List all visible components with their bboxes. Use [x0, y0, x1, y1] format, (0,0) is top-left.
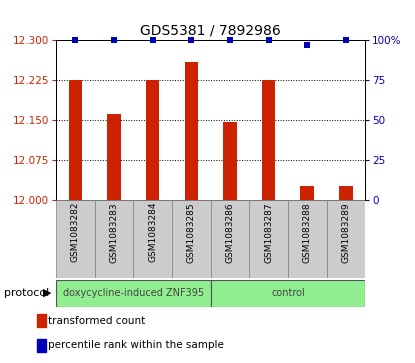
Text: GSM1083288: GSM1083288 — [303, 202, 312, 262]
Text: doxycycline-induced ZNF395: doxycycline-induced ZNF395 — [63, 288, 204, 298]
Bar — [146, 80, 159, 200]
Bar — [249, 200, 288, 278]
Text: GSM1083282: GSM1083282 — [71, 202, 80, 262]
Bar — [262, 80, 275, 200]
Bar — [210, 200, 249, 278]
Text: transformed count: transformed count — [47, 316, 145, 326]
Bar — [300, 186, 314, 200]
Bar — [339, 186, 353, 200]
Bar — [95, 200, 133, 278]
Text: GSM1083284: GSM1083284 — [148, 202, 157, 262]
Bar — [56, 280, 210, 307]
Title: GDS5381 / 7892986: GDS5381 / 7892986 — [140, 23, 281, 37]
Bar — [107, 114, 121, 200]
Bar — [37, 339, 46, 352]
Text: control: control — [271, 288, 305, 298]
Text: ▶: ▶ — [44, 288, 52, 298]
Bar — [327, 200, 365, 278]
Bar — [185, 62, 198, 200]
Bar — [172, 200, 210, 278]
Bar — [133, 200, 172, 278]
Text: GSM1083285: GSM1083285 — [187, 202, 196, 262]
Text: GSM1083286: GSM1083286 — [225, 202, 234, 262]
Text: GSM1083283: GSM1083283 — [110, 202, 119, 262]
Text: GSM1083289: GSM1083289 — [342, 202, 350, 262]
Bar — [56, 200, 95, 278]
Text: protocol: protocol — [4, 288, 49, 298]
Bar — [288, 200, 327, 278]
Text: percentile rank within the sample: percentile rank within the sample — [47, 340, 223, 350]
Bar — [37, 314, 46, 327]
Bar — [223, 122, 237, 200]
Bar — [210, 280, 365, 307]
Bar — [68, 80, 82, 200]
Text: GSM1083287: GSM1083287 — [264, 202, 273, 262]
